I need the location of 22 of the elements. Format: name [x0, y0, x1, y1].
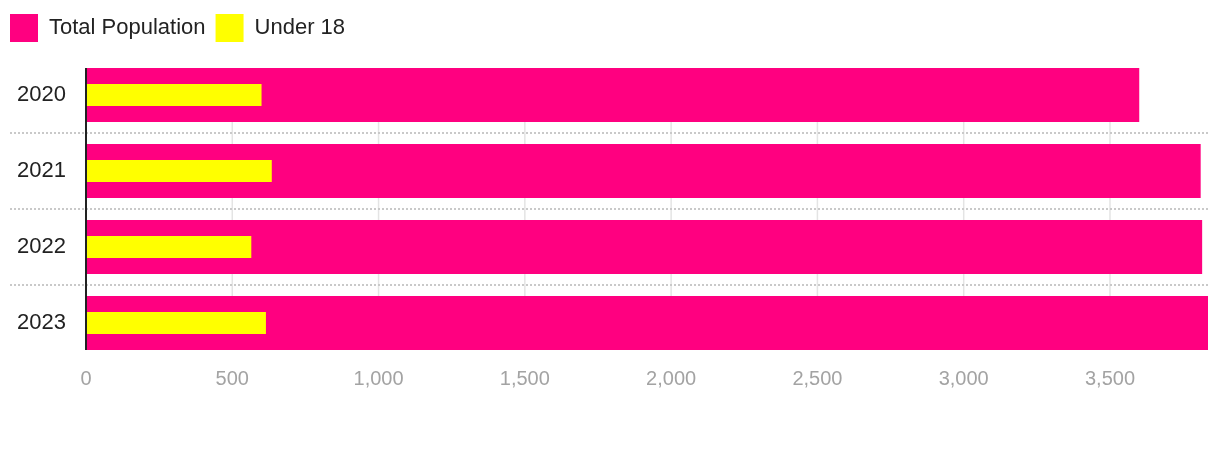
x-tick-label: 1,500 — [499, 366, 550, 389]
bar — [86, 296, 1208, 350]
bar — [86, 235, 252, 259]
bar — [86, 159, 272, 183]
y-tick-label: 2023 — [17, 309, 67, 335]
x-tick-label: 1,000 — [353, 366, 404, 389]
x-tick-label: 2,000 — [646, 366, 697, 389]
bar — [86, 144, 1201, 198]
bar — [86, 220, 1203, 274]
x-tick-label: 500 — [215, 366, 249, 389]
bar — [86, 68, 1140, 122]
legend-label: Total Population — [49, 14, 206, 40]
x-tick-label: 0 — [80, 366, 92, 389]
y-tick-label: 2021 — [17, 157, 67, 183]
y-tick-label: 2020 — [17, 81, 67, 107]
y-tick-label: 2022 — [17, 233, 67, 259]
x-tick-label: 2,500 — [792, 366, 843, 389]
x-tick-label: 3,000 — [938, 366, 989, 389]
x-tick-label: 3,500 — [1084, 366, 1136, 389]
bar — [86, 311, 266, 335]
legend-label: Under 18 — [254, 14, 346, 40]
bar — [86, 83, 262, 107]
